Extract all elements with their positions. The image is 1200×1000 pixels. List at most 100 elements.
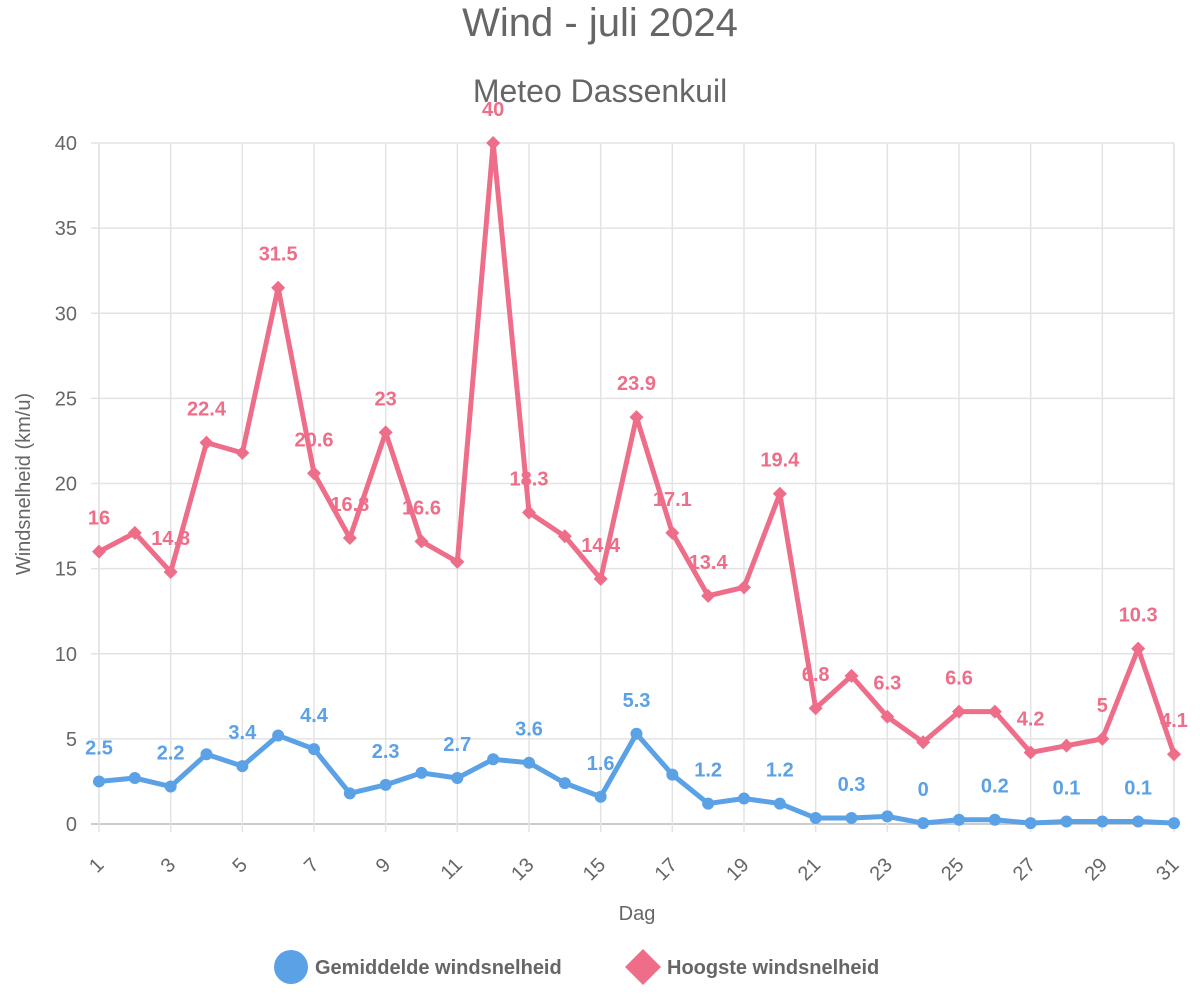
data-point[interactable] (844, 668, 859, 683)
data-point[interactable] (630, 727, 643, 740)
data-point[interactable] (737, 580, 751, 595)
data-point[interactable] (738, 792, 750, 805)
data-point[interactable] (415, 766, 428, 779)
data-point[interactable] (558, 777, 571, 790)
data-point[interactable] (953, 813, 965, 826)
data-label: 18.3 (510, 468, 549, 490)
x-tick-label: 17 (651, 854, 682, 885)
data-point[interactable] (379, 778, 392, 791)
data-point[interactable] (236, 760, 249, 773)
x-tick-label: 27 (1009, 854, 1040, 885)
data-label: 3.6 (515, 719, 543, 741)
data-labels-layer: 2.5 2.2 3.4 4.4 2.3 2.7 3.6 1.6 5.3 1.2 1.2 0.3 0 0.2… (85, 99, 1188, 801)
data-point[interactable] (451, 772, 464, 785)
data-point[interactable] (343, 787, 356, 800)
data-point[interactable] (1095, 731, 1110, 746)
data-label: 14.4 (581, 535, 621, 557)
data-point[interactable] (952, 704, 966, 719)
chart-title: Wind - juli 2024 (462, 1, 738, 45)
data-point[interactable] (164, 780, 177, 793)
data-point[interactable] (629, 410, 644, 425)
x-tick-label: 5 (228, 854, 251, 877)
data-point[interactable] (1168, 817, 1180, 830)
data-label: 16.8 (330, 494, 369, 516)
data-point[interactable] (235, 445, 250, 460)
data-point[interactable] (487, 753, 500, 766)
data-point[interactable] (987, 704, 1002, 719)
data-point[interactable] (271, 280, 286, 295)
x-axis-label: Dag (619, 903, 656, 925)
data-point[interactable] (486, 136, 501, 150)
data-point[interactable] (523, 756, 535, 769)
data-label: 6.3 (873, 673, 901, 695)
data-label: 1.2 (766, 760, 794, 782)
data-point[interactable] (701, 588, 716, 603)
y-tick-label: 30 (55, 303, 77, 325)
data-label: 23 (375, 388, 397, 410)
data-label: 19.4 (760, 450, 800, 472)
data-point[interactable] (163, 565, 178, 580)
data-label: 0 (918, 779, 929, 801)
data-point[interactable] (1132, 815, 1145, 828)
data-point[interactable] (702, 797, 715, 810)
data-label: 13.4 (689, 552, 729, 574)
data-point[interactable] (881, 810, 894, 823)
data-point[interactable] (808, 701, 823, 716)
data-label: 3.4 (228, 722, 257, 744)
data-point[interactable] (1023, 745, 1038, 760)
y-tick-label: 15 (55, 559, 77, 581)
x-tick-label: 9 (372, 854, 395, 877)
data-point[interactable] (272, 729, 285, 742)
data-label: 16 (88, 508, 110, 530)
x-tick-label: 21 (794, 854, 825, 885)
data-point[interactable] (92, 544, 106, 559)
data-point[interactable] (773, 797, 786, 810)
data-point[interactable] (127, 525, 142, 540)
y-tick-label: 35 (55, 218, 77, 240)
data-label: 5 (1097, 695, 1108, 717)
data-point[interactable] (450, 554, 465, 569)
legend-item-hoogste[interactable]: Hoogste windsnelheid (625, 949, 879, 985)
data-point[interactable] (308, 743, 320, 756)
data-point[interactable] (128, 772, 141, 785)
y-tick-label: 5 (66, 729, 77, 751)
data-point[interactable] (845, 812, 858, 825)
data-point[interactable] (988, 813, 1001, 826)
data-point[interactable] (772, 486, 787, 501)
data-point[interactable] (916, 735, 931, 750)
x-tick-label: 15 (579, 854, 610, 885)
data-point[interactable] (1060, 815, 1073, 828)
x-tick-label: 11 (437, 854, 467, 884)
data-point[interactable] (1059, 738, 1074, 753)
data-point[interactable] (522, 505, 536, 520)
legend-label-hoogste: Hoogste windsnelheid (667, 957, 879, 979)
legend-item-gemiddelde[interactable]: Gemiddelde windsnelheid (274, 950, 562, 984)
data-point[interactable] (1131, 641, 1146, 656)
data-point[interactable] (93, 775, 105, 788)
data-point[interactable] (414, 534, 429, 549)
data-point[interactable] (809, 812, 822, 825)
data-point[interactable] (557, 529, 572, 544)
data-point[interactable] (880, 709, 895, 724)
data-label: 0.3 (838, 774, 866, 796)
data-point[interactable] (1167, 747, 1181, 762)
data-point[interactable] (666, 768, 679, 781)
data-point[interactable] (200, 748, 213, 761)
data-point[interactable] (1024, 817, 1037, 830)
data-point[interactable] (199, 435, 214, 450)
data-point[interactable] (917, 817, 930, 830)
data-point[interactable] (1096, 815, 1109, 828)
x-tick-label: 25 (937, 854, 968, 885)
data-label: 4.4 (300, 705, 329, 727)
data-point[interactable] (378, 425, 393, 440)
data-point[interactable] (307, 466, 321, 481)
data-point[interactable] (594, 790, 607, 803)
data-point[interactable] (665, 525, 680, 540)
data-label: 1.2 (694, 760, 722, 782)
chart-subtitle: Meteo Dassenkuil (473, 73, 727, 109)
data-point[interactable] (593, 571, 608, 586)
data-label: 31.5 (259, 244, 298, 266)
data-point[interactable] (342, 530, 357, 545)
data-label: 4.1 (1160, 710, 1188, 732)
data-label: 23.9 (617, 373, 656, 395)
